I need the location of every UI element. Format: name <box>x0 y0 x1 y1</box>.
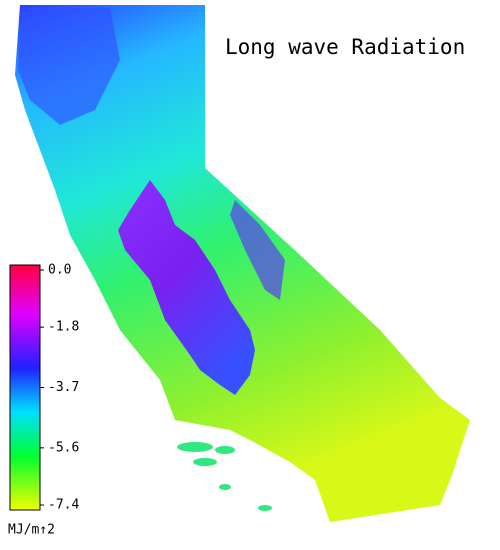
northwest-cool-region <box>18 8 120 125</box>
colorbar <box>9 264 41 511</box>
sierra-band <box>230 200 285 300</box>
california-map <box>15 5 470 522</box>
map-title: Long wave Radiation <box>225 35 465 59</box>
central-valley <box>118 180 255 395</box>
colorbar-unit: MJ/m↑2 <box>8 523 55 538</box>
state-shape <box>15 5 470 522</box>
colorbar-ticks: 0.0 -1.8 -3.7 -5.6 -7.4 <box>40 263 79 513</box>
colorbar-tick-label: -5.6 <box>48 440 79 455</box>
colorbar-tick-label: -1.8 <box>48 320 79 335</box>
colorbar-tick-label: -7.4 <box>48 498 79 513</box>
channel-islands <box>177 442 272 511</box>
colorbar-tick-label: -3.7 <box>48 380 79 395</box>
colorbar-tick-label: 0.0 <box>48 263 71 278</box>
